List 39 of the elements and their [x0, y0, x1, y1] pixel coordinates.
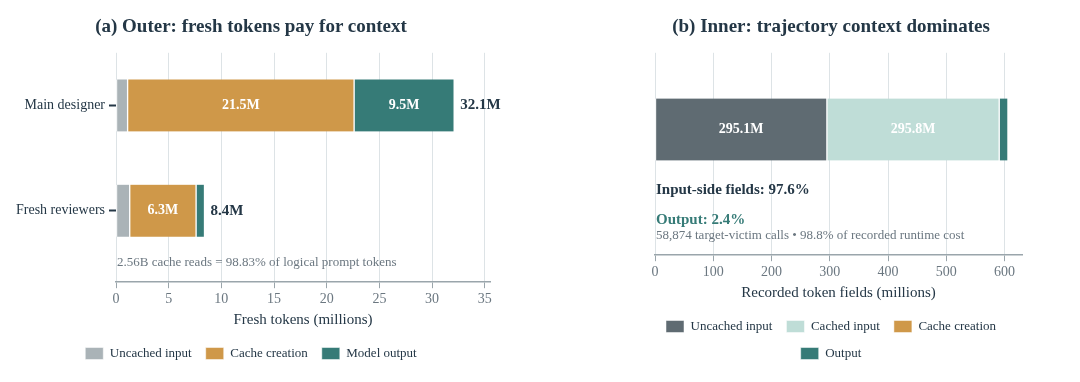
data-label: 295.8M [890, 121, 936, 137]
x-axis-title: Recorded token fields (millions) [741, 283, 936, 301]
x-tick-label: 10 [214, 291, 229, 307]
x-tick-label: 0 [651, 264, 659, 280]
x-tick-label: 5 [165, 291, 173, 307]
legend-label: Cache creation [918, 317, 997, 333]
data-label: 295.1M [718, 121, 764, 137]
x-tick-label: 600 [994, 264, 1016, 280]
x-tick-label: 100 [702, 264, 724, 280]
x-tick-label: 400 [877, 264, 899, 280]
legend-label: Cache creation [230, 344, 309, 360]
annotation: Input-side fields: 97.6% [656, 181, 810, 198]
total-label: 8.4M [210, 201, 244, 218]
x-tick-label: 20 [319, 291, 334, 307]
annotation: Output: 2.4% [656, 211, 746, 228]
x-tick-label: 0 [112, 291, 120, 307]
x-tick-label: 35 [477, 291, 492, 307]
data-label: 9.5M [388, 97, 420, 113]
total-label: 32.1M [460, 96, 501, 113]
chart-title: (b) Inner: trajectory context dominates [672, 15, 990, 38]
legend-label: Model output [346, 344, 418, 360]
legend-label: Uncached input [109, 344, 193, 360]
x-tick-label: 200 [761, 264, 783, 280]
legend-label: Output [825, 344, 862, 360]
y-tick-label: Main designer [24, 97, 106, 113]
data-label: 6.3M [147, 202, 179, 218]
x-tick-label: 30 [425, 291, 440, 307]
legend-label: Cached input [810, 317, 881, 333]
data-label: 21.5M [222, 97, 260, 113]
x-axis-title: Fresh tokens (millions) [233, 310, 373, 328]
y-tick-label: Fresh reviewers [15, 202, 106, 218]
x-tick-label: 500 [935, 264, 957, 280]
annotation: 58,874 target-victim calls • 98.8% of recorded runtime cost [656, 226, 965, 242]
x-tick-label: 300 [819, 264, 841, 280]
annotation: 2.56B cache reads = 98.83% of logical prompt tokens [117, 253, 397, 269]
chart-title: (a) Outer: fresh tokens pay for context [95, 15, 408, 38]
x-tick-label: 25 [372, 291, 387, 307]
x-tick-label: 15 [267, 291, 282, 307]
legend-label: Uncached input [690, 317, 773, 333]
